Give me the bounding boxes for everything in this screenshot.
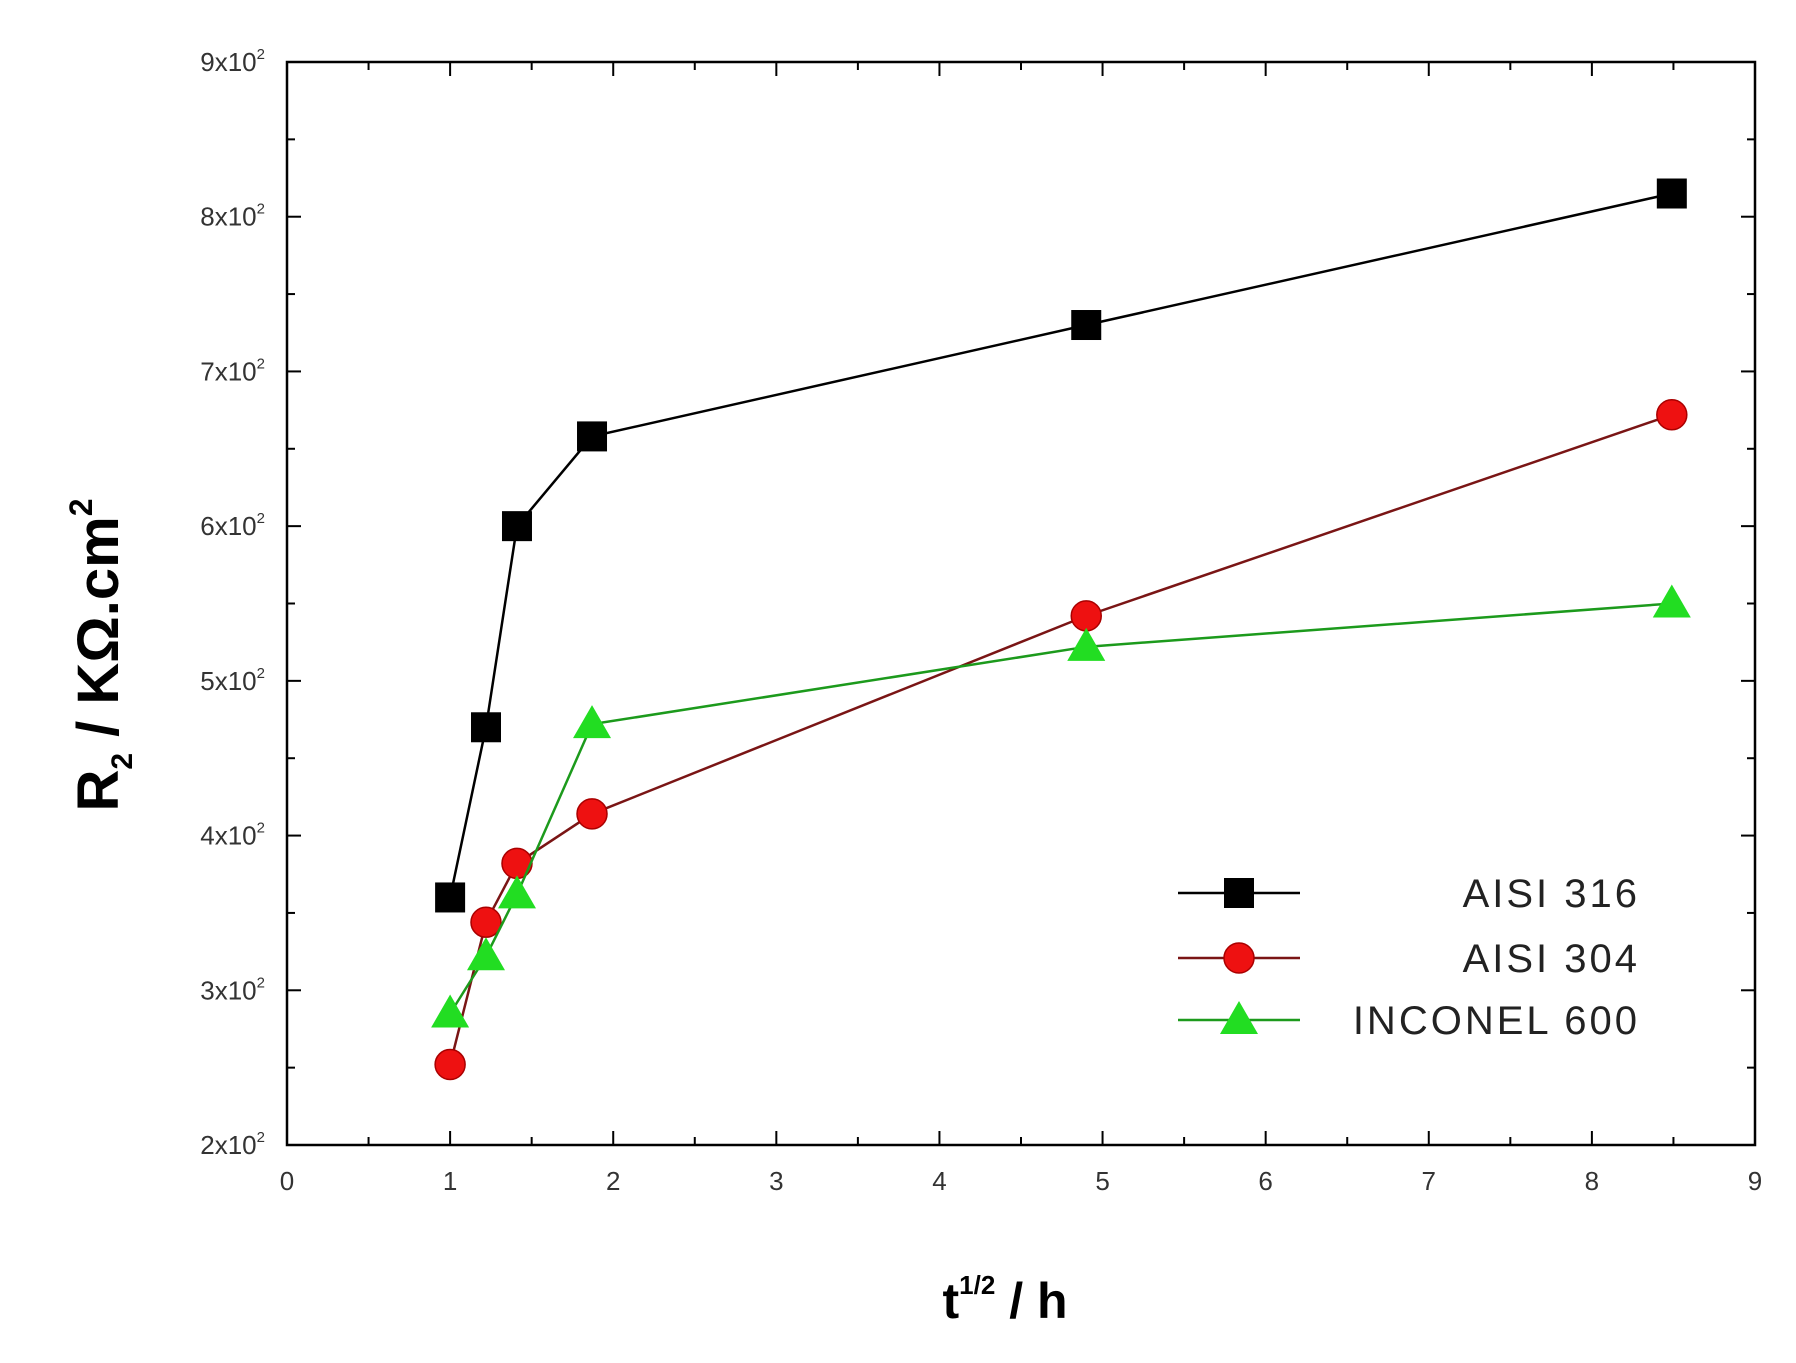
y-tick-label: 9x102 <box>200 46 265 77</box>
legend-marker <box>1223 942 1255 974</box>
x-axis-title-rest: / h <box>995 1273 1067 1329</box>
y-tick-label: 5x102 <box>200 665 265 696</box>
data-point-aisi-316 <box>1071 310 1102 341</box>
legend-item-aisi-304: AISI 304 <box>1178 937 1640 981</box>
x-axis-title-sup: 1/2 <box>959 1270 995 1300</box>
data-point-aisi-304 <box>576 798 608 830</box>
legend-label: INCONEL 600 <box>1353 999 1640 1043</box>
series-aisi-304 <box>434 398 1688 1081</box>
x-tick-label: 3 <box>769 1166 783 1196</box>
legend-label: AISI 316 <box>1463 872 1640 916</box>
data-point-inconel-600 <box>573 705 612 739</box>
legend-marker <box>1220 1001 1258 1034</box>
x-axis-title: t1/2 / h <box>942 1270 1067 1329</box>
data-point-inconel-600 <box>1652 584 1691 618</box>
data-point-aisi-316 <box>435 882 466 913</box>
data-point-inconel-600 <box>1067 627 1106 661</box>
x-tick-label: 6 <box>1258 1166 1272 1196</box>
x-tick-label: 8 <box>1585 1166 1599 1196</box>
y-tick-label: 2x102 <box>200 1129 265 1160</box>
y-axis-title: R2 / KΩ.cm2 <box>63 498 139 811</box>
x-axis-title-main: t <box>942 1273 959 1329</box>
x-tick-label: 7 <box>1422 1166 1436 1196</box>
data-point-aisi-304 <box>1070 600 1102 632</box>
y-tick-label: 8x102 <box>200 201 265 232</box>
y-axis-title-sub: 2 <box>106 753 139 770</box>
y-tick-label: 4x102 <box>200 820 265 851</box>
series-aisi-316 <box>435 178 1687 913</box>
y-axis-title-rest: / KΩ.cm <box>66 516 131 753</box>
y-tick-label: 3x102 <box>200 974 265 1005</box>
legend: AISI 316 AISI 304 INCONEL 600 <box>1178 872 1640 1043</box>
data-point-aisi-316 <box>470 712 501 743</box>
legend-item-inconel-600: INCONEL 600 <box>1178 999 1640 1043</box>
data-point-inconel-600 <box>497 875 536 909</box>
legend-label: AISI 304 <box>1463 937 1640 981</box>
y-axis: 2x102 3x102 4x102 5x102 6x102 7x102 8x102 9x102 <box>200 46 1755 1160</box>
data-point-inconel-600 <box>431 994 470 1028</box>
series-line-aisi-316 <box>448 192 1673 898</box>
data-point-aisi-316 <box>501 511 532 542</box>
x-tick-label: 5 <box>1095 1166 1109 1196</box>
data-point-aisi-304 <box>470 906 502 938</box>
series-layer <box>431 178 1691 1081</box>
data-point-aisi-304 <box>501 847 533 880</box>
y-axis-title-sup: 2 <box>63 498 99 516</box>
series-inconel-600 <box>431 584 1691 1028</box>
legend-item-aisi-316: AISI 316 <box>1178 872 1640 916</box>
data-point-inconel-600 <box>466 937 505 971</box>
data-point-aisi-304 <box>1656 398 1688 431</box>
legend-marker <box>1224 878 1254 908</box>
x-tick-label: 9 <box>1748 1166 1762 1196</box>
x-tick-label: 0 <box>280 1166 294 1196</box>
x-axis: 0 1 2 3 4 5 6 7 8 9 <box>280 62 1762 1196</box>
x-tick-label: 1 <box>443 1166 457 1196</box>
data-point-aisi-316 <box>577 421 608 452</box>
data-point-aisi-304 <box>434 1048 466 1081</box>
x-tick-label: 4 <box>932 1166 946 1196</box>
series-line-aisi-304 <box>448 413 1673 1065</box>
x-tick-label: 2 <box>606 1166 620 1196</box>
data-point-aisi-316 <box>1656 178 1687 209</box>
y-tick-label: 6x102 <box>200 510 265 541</box>
y-axis-title-main: R <box>66 770 131 812</box>
y-tick-label: 7x102 <box>200 355 265 386</box>
